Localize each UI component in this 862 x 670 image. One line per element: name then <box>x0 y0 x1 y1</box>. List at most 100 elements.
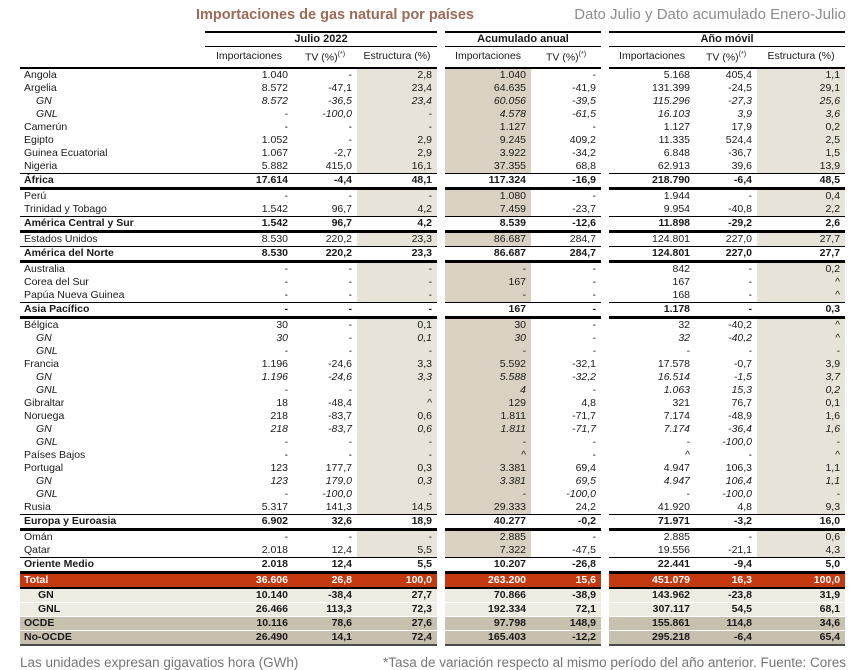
table-cell: ^ <box>685 448 691 461</box>
table-cell: 284,7 <box>569 232 597 245</box>
table-cell: 12,4 <box>331 543 352 556</box>
table-cell: - <box>686 435 691 448</box>
table-cell: - <box>757 435 846 449</box>
column-gap <box>437 543 446 557</box>
column-gap <box>601 557 610 572</box>
table-cell: 26,8 <box>293 571 357 589</box>
table-cell: 15,3 <box>731 383 753 396</box>
table-cell: 14,5 <box>357 500 438 514</box>
column-gap <box>437 302 446 317</box>
row-label: Total <box>20 571 205 589</box>
table-cell: -83,7 <box>328 409 352 422</box>
table-cell: - <box>348 120 353 133</box>
table-cell: 3,9 <box>737 107 753 120</box>
table-cell: 100,0 <box>357 571 438 589</box>
table-cell: -23,7 <box>572 202 597 215</box>
table-row: GNL - - - - - - -100,0- <box>20 435 846 449</box>
table-cell: - <box>748 262 753 275</box>
table-row: Estados Unidos 8.530 220,2 23,3 86.687 284,7 1… <box>20 231 846 246</box>
table-cell: 1.196 <box>261 357 288 370</box>
table-cell: 9.245 <box>445 133 532 147</box>
table-cell: -32,1 <box>572 357 597 370</box>
table-cell: -41,9 <box>572 81 597 94</box>
column-gap <box>437 557 446 572</box>
table-cell: 2.018 <box>205 556 293 574</box>
table-cell: - <box>348 448 353 461</box>
column-gap <box>601 529 610 544</box>
table-cell: -12,2 <box>531 630 602 646</box>
table-row: América Central y Sur 1.542 96,7 4,2 8.539 -1… <box>20 215 846 233</box>
table-cell: -71,7 <box>572 409 597 422</box>
table-cell: 1.542 <box>205 215 293 233</box>
table-cell: - <box>348 288 353 301</box>
table-row: Países Bajos - - - ^ - ^ - ^ <box>20 448 846 462</box>
table-cell: - <box>284 383 289 396</box>
table-cell: 263.200 <box>445 571 532 589</box>
row-label: Gibraltar <box>24 396 65 409</box>
table-cell: -47,1 <box>328 81 352 94</box>
table-cell: - <box>592 344 597 357</box>
column-gap <box>601 202 610 216</box>
table-cell: 24,2 <box>575 500 597 513</box>
table-cell: - <box>348 331 353 344</box>
table-row: GN 8.572 -36,5 23,4 60.056 -39,5 115.296 -27,3 2… <box>20 94 846 108</box>
table-cell: 62.913 <box>657 159 691 172</box>
row-label: Oriente Medio <box>20 556 205 574</box>
row-label: Qatar <box>24 543 51 556</box>
table-cell: 48,5 <box>757 172 846 190</box>
table-cell: 114,8 <box>695 616 758 631</box>
table-cell: 129 <box>445 396 532 410</box>
table-cell: 1,6 <box>757 422 846 436</box>
col-acum-importaciones: Importaciones <box>445 46 532 69</box>
table-cell: 86.687 <box>445 231 532 246</box>
table-cell: 11.898 <box>609 215 696 233</box>
table-cell: 0,2 <box>757 120 846 134</box>
table-cell: 26.466 <box>205 602 293 617</box>
table-cell: 30 <box>445 317 532 332</box>
column-gap <box>437 231 446 246</box>
table-cell: 17,9 <box>731 120 753 133</box>
table-cell: 0,6 <box>757 529 846 544</box>
table-cell: 39,6 <box>731 159 753 172</box>
table-cell: 4.578 <box>445 107 532 121</box>
table-cell: 1.127 <box>445 120 532 134</box>
column-gap <box>601 231 610 246</box>
table-cell: 23,3 <box>357 245 438 263</box>
table-cell: 1.063 <box>663 383 691 396</box>
column-gap <box>437 487 446 501</box>
column-gap <box>437 474 446 488</box>
table-cell: - <box>686 344 691 357</box>
table-body: Angola 1.040-2,8 1.040-5.168 405,4 1,1 Argeli… <box>20 67 846 646</box>
column-gap <box>437 331 446 345</box>
table-row: OCDE 10.116 78,6 27,6 97.798 148,9 155.861 114,… <box>20 616 846 631</box>
table-cell: 12,4 <box>293 556 357 574</box>
table-cell: 5.168 <box>663 68 691 81</box>
column-gap <box>601 409 610 423</box>
column-gap <box>601 474 610 488</box>
table-cell: 4 <box>445 383 532 397</box>
column-gap <box>601 602 610 616</box>
table-cell: 4,8 <box>737 500 753 513</box>
imports-table: Julio 2022 Acumulado anual Año móvil Imp… <box>20 31 846 646</box>
column-gap <box>601 94 610 108</box>
table-cell: 6.848 <box>663 146 691 159</box>
table-row: Corea del Sur - - -167-167- ^ <box>20 275 846 289</box>
column-gap <box>437 67 446 82</box>
col-movil-estructura: Estructura (%) <box>757 46 846 69</box>
table-cell: -24,6 <box>328 357 352 370</box>
table-cell: 177,7 <box>325 461 352 474</box>
table-cell: - <box>357 120 438 134</box>
table-cell: 1.040 <box>261 68 288 81</box>
table-cell: 0,1 <box>757 396 846 410</box>
table-cell: - <box>284 344 289 357</box>
table-cell: 0,2 <box>757 383 846 397</box>
table-cell: 30 <box>445 331 532 345</box>
column-gap <box>437 120 446 134</box>
table-cell: 167 <box>445 301 532 319</box>
table-cell: - <box>284 530 289 543</box>
table-cell: - <box>695 301 758 319</box>
table-cell: 31,9 <box>757 587 846 603</box>
table-cell: 155.861 <box>609 616 696 631</box>
table-cell: 451.079 <box>609 571 696 589</box>
column-gap <box>601 246 610 261</box>
